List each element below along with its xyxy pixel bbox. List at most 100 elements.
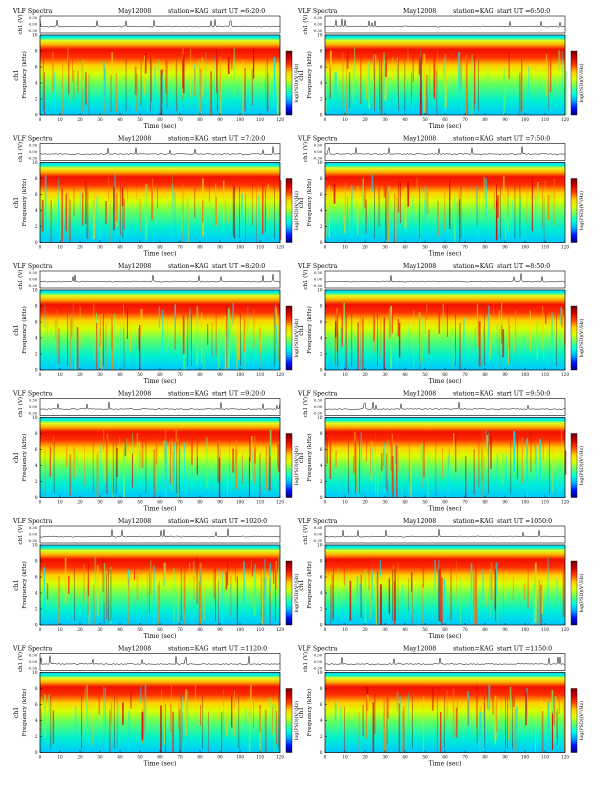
spectral-streak xyxy=(389,578,390,614)
spectral-streak xyxy=(370,580,371,620)
spectral-streak xyxy=(338,567,339,616)
x-tick-label: 0 xyxy=(39,755,42,760)
wave-tick-label: 0.30 xyxy=(314,271,323,275)
y-tick-label: 6 xyxy=(320,575,323,580)
x-tick-label: 0 xyxy=(324,117,327,122)
spectral-streak xyxy=(492,696,493,715)
spectral-streak xyxy=(141,309,143,337)
channel-label: ch1 xyxy=(298,452,305,463)
spectral-spike xyxy=(505,697,506,749)
x-tick-label: 70 xyxy=(462,627,468,632)
spectral-streak xyxy=(124,328,125,370)
spectral-streak xyxy=(129,322,131,352)
x-tick-label: 20 xyxy=(362,117,368,122)
spectral-streak xyxy=(78,575,79,598)
spectral-streak xyxy=(486,580,487,606)
x-tick-label: 110 xyxy=(541,117,549,122)
panel-title: VLF Spectra xyxy=(297,263,338,270)
spectral-streak xyxy=(387,697,389,718)
panel-date: May12008 xyxy=(118,8,151,15)
waveform-frame xyxy=(40,144,280,161)
spectral-streak xyxy=(162,74,163,108)
channel-label: ch1 xyxy=(298,197,305,208)
spectral-streak xyxy=(259,454,260,498)
y-tick-label: 6 xyxy=(35,65,38,70)
panel-station: station=KAG xyxy=(453,263,494,270)
spectral-streak xyxy=(121,327,122,354)
panel-ut-label: start UT =8:50:0 xyxy=(497,263,550,270)
x-tick-label: 80 xyxy=(197,245,203,250)
channel-label: ch1 xyxy=(298,707,305,718)
panel-date: May12008 xyxy=(403,646,436,653)
spectral-streak xyxy=(207,324,208,345)
wave-tick-label: 0.30 xyxy=(29,526,38,530)
spectral-spike xyxy=(512,697,513,749)
x-axis-label: Time (sec) xyxy=(429,761,462,768)
spectral-streak xyxy=(365,570,367,625)
x-tick-label: 10 xyxy=(57,755,63,760)
spectral-streak xyxy=(403,706,404,752)
x-tick-label: 90 xyxy=(502,755,508,760)
spectral-streak xyxy=(562,51,563,99)
spectral-streak xyxy=(536,446,537,492)
x-tick-label: 100 xyxy=(236,372,244,377)
x-tick-label: 50 xyxy=(137,627,143,632)
spectral-streak xyxy=(505,571,506,602)
x-tick-label: 80 xyxy=(482,372,488,377)
x-axis-label: Time (sec) xyxy=(144,506,177,513)
spectral-streak xyxy=(532,177,533,232)
spectral-streak xyxy=(366,702,367,736)
spectral-spike xyxy=(521,59,522,111)
x-axis-label: Time (sec) xyxy=(144,123,177,130)
spectral-streak xyxy=(408,693,409,719)
spectral-streak xyxy=(199,582,200,624)
spectral-streak xyxy=(97,565,99,616)
x-tick-label: 50 xyxy=(422,500,428,505)
spectral-spike xyxy=(116,442,117,494)
x-tick-label: 60 xyxy=(442,372,448,377)
x-tick-label: 30 xyxy=(382,755,388,760)
spectral-streak xyxy=(535,196,537,231)
y-tick-label: 4 xyxy=(320,336,323,341)
spectral-streak xyxy=(325,176,326,225)
panel-station: station=KAG xyxy=(168,8,209,15)
spectral-spike xyxy=(239,187,240,239)
spectral-streak xyxy=(397,562,398,615)
x-tick-label: 90 xyxy=(217,117,223,122)
spectral-streak xyxy=(254,436,255,484)
colorbar-label: log(PSD)(V²/Hz) xyxy=(293,191,300,230)
panel-ut-label: start UT =1150:0 xyxy=(497,646,552,653)
spectral-streak xyxy=(53,710,54,743)
spectral-spike xyxy=(275,569,276,621)
spectral-streak xyxy=(191,439,192,466)
x-tick-label: 60 xyxy=(442,500,448,505)
freq-axis-label: Frequency (kHz) xyxy=(306,51,313,99)
spectral-spike xyxy=(104,314,105,366)
x-tick-label: 90 xyxy=(502,372,508,377)
spectral-streak xyxy=(137,570,139,601)
spectral-streak xyxy=(175,63,176,115)
spectral-streak xyxy=(503,176,505,206)
spectral-streak xyxy=(383,698,385,753)
spectral-streak xyxy=(335,451,337,468)
x-axis-label: Time (sec) xyxy=(429,378,462,385)
panel-date: May12008 xyxy=(403,136,436,143)
spectral-streak xyxy=(384,442,385,497)
panel-title: VLF Spectra xyxy=(297,518,338,525)
spectral-streak xyxy=(400,182,401,223)
panel-ut-label: start UT =1050:0 xyxy=(497,518,552,525)
x-tick-label: 60 xyxy=(157,755,163,760)
x-tick-label: 0 xyxy=(324,755,327,760)
spectral-streak xyxy=(335,702,337,721)
y-tick-label: 2 xyxy=(320,607,323,612)
spectral-streak xyxy=(533,585,535,625)
panel-title: VLF Spectra xyxy=(12,8,53,15)
colorbar-bar xyxy=(571,51,577,115)
